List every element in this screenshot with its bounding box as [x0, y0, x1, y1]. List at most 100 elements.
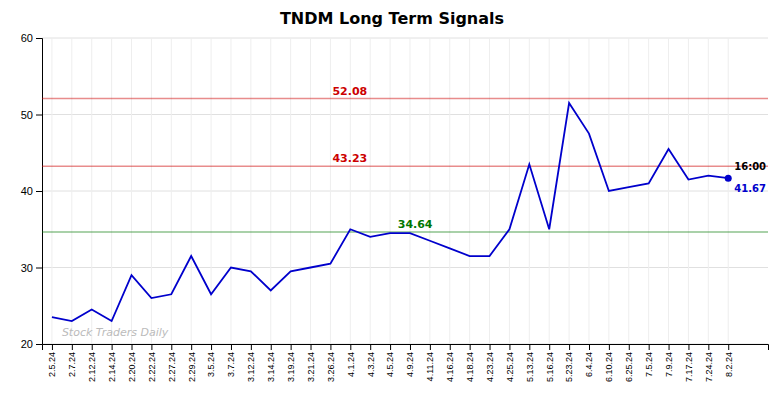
x-tick-label: 4.5.24 [385, 352, 395, 377]
x-tick: 5.23.24 [564, 344, 574, 382]
grid-line-x [330, 38, 331, 344]
x-tick-label: 2.29.24 [187, 352, 197, 382]
grid-line-x [449, 38, 450, 344]
x-tick: 6.25.24 [624, 344, 634, 382]
x-tick-mark [470, 344, 471, 350]
grid-line-x [171, 38, 172, 344]
grid-line-x [469, 38, 470, 344]
hline [42, 98, 768, 100]
x-tick-label: 6.4.24 [584, 352, 594, 377]
y-tick-label: 50 [21, 109, 33, 121]
x-tick-mark [370, 344, 371, 350]
x-tick-label: 7.24.24 [704, 352, 714, 382]
x-tick-label: 4.18.24 [465, 352, 475, 382]
grid-line-x [728, 38, 729, 344]
x-tick: 7.24.24 [704, 344, 714, 382]
x-tick-label: 2.7.24 [67, 352, 77, 377]
x-tick: 4.3.24 [366, 344, 376, 377]
x-tick-mark [251, 344, 252, 350]
grid-line-x [230, 38, 231, 344]
x-tick: 2.5.24 [47, 344, 57, 377]
x-tick: 6.4.24 [584, 344, 594, 377]
x-tick-mark [430, 344, 431, 350]
x-tick-label: 3.14.24 [266, 352, 276, 382]
x-tick-label: 3.21.24 [306, 352, 316, 382]
grid-line-x [310, 38, 311, 344]
last-label: 16:00 [734, 161, 766, 172]
x-tick: 4.9.24 [405, 344, 415, 377]
x-tick: 2.14.24 [107, 344, 117, 382]
x-tick-mark [569, 344, 570, 350]
x-tick: 4.18.24 [465, 344, 475, 382]
x-axis-line [43, 345, 769, 351]
x-tick-mark [649, 344, 650, 350]
grid-line-x [250, 38, 251, 344]
x-tick-label: 7.9.24 [664, 352, 674, 377]
x-tick-label: 4.16.24 [445, 352, 455, 382]
y-tick: 20 [21, 338, 42, 350]
x-tick-label: 2.5.24 [47, 352, 57, 377]
grid-line-x [668, 38, 669, 344]
x-tick-label: 2.22.24 [147, 352, 157, 382]
marks [42, 99, 768, 321]
x-tick-label: 3.5.24 [206, 352, 216, 377]
hline-label: 34.64 [398, 218, 433, 231]
y-axis: 20 30 40 50 60 [21, 32, 43, 350]
hline-label: 52.08 [332, 85, 367, 98]
x-tick-mark [529, 344, 530, 350]
x-tick: 3.7.24 [226, 344, 236, 377]
x-tick-mark [390, 344, 391, 350]
x-tick: 5.16.24 [545, 344, 555, 382]
x-tick-mark [609, 344, 610, 350]
watermark: Stock Traders Daily [62, 326, 169, 339]
grid-line-x [489, 38, 490, 344]
grid-line-x [529, 38, 530, 344]
x-tick-mark [589, 344, 590, 350]
x-tick-mark [132, 344, 133, 350]
y-tick-label: 30 [21, 262, 33, 274]
x-tick-label: 3.7.24 [226, 352, 236, 377]
y-tick-mark [36, 38, 42, 39]
x-tick-mark [72, 344, 73, 350]
x-tick-label: 2.12.24 [87, 352, 97, 382]
x-tick-mark [549, 344, 550, 350]
x-tick-mark [211, 344, 212, 350]
x-tick-label: 2.14.24 [107, 352, 117, 382]
chart: TNDM Long Term Signals20304050602.5.242.… [0, 0, 784, 398]
x-tick-mark [629, 344, 630, 350]
x-axis: 2.5.242.7.242.12.242.14.242.20.242.22.24… [43, 344, 769, 382]
x-tick-mark [728, 344, 729, 350]
x-tick: 3.12.24 [246, 344, 256, 382]
grid-line-x [429, 38, 430, 344]
y-tick-label: 20 [21, 338, 33, 350]
x-tick: 8.2.24 [724, 344, 734, 377]
grid [42, 38, 768, 344]
x-tick: 7.9.24 [664, 344, 674, 377]
grid-line-x [191, 38, 192, 344]
x-tick-label: 4.23.24 [485, 352, 495, 382]
x-tick: 3.19.24 [286, 344, 296, 382]
plot: 20304050602.5.242.7.242.12.242.14.242.20… [21, 32, 769, 382]
grid-line-x [409, 38, 410, 344]
x-tick-mark [509, 344, 510, 350]
y-axis-line [36, 39, 43, 345]
x-tick-mark [330, 344, 331, 350]
grid-line-x [628, 38, 629, 344]
x-tick-mark [350, 344, 351, 350]
grid-line-x [509, 38, 510, 344]
y-tick: 40 [21, 185, 42, 197]
x-tick-mark [231, 344, 232, 350]
x-tick-label: 2.27.24 [167, 352, 177, 382]
hline-label: 43.23 [332, 152, 367, 165]
x-tick-label: 4.1.24 [346, 352, 356, 377]
x-tick-mark [450, 344, 451, 350]
x-tick-label: 7.17.24 [684, 352, 694, 382]
grid-line-x [390, 38, 391, 344]
x-tick: 3.14.24 [266, 344, 276, 382]
grid-line-x [111, 38, 112, 344]
y-tick: 60 [21, 32, 42, 44]
grid-line-x [91, 38, 92, 344]
x-tick: 2.22.24 [147, 344, 157, 382]
y-tick: 50 [21, 109, 42, 121]
last-point [725, 175, 732, 182]
